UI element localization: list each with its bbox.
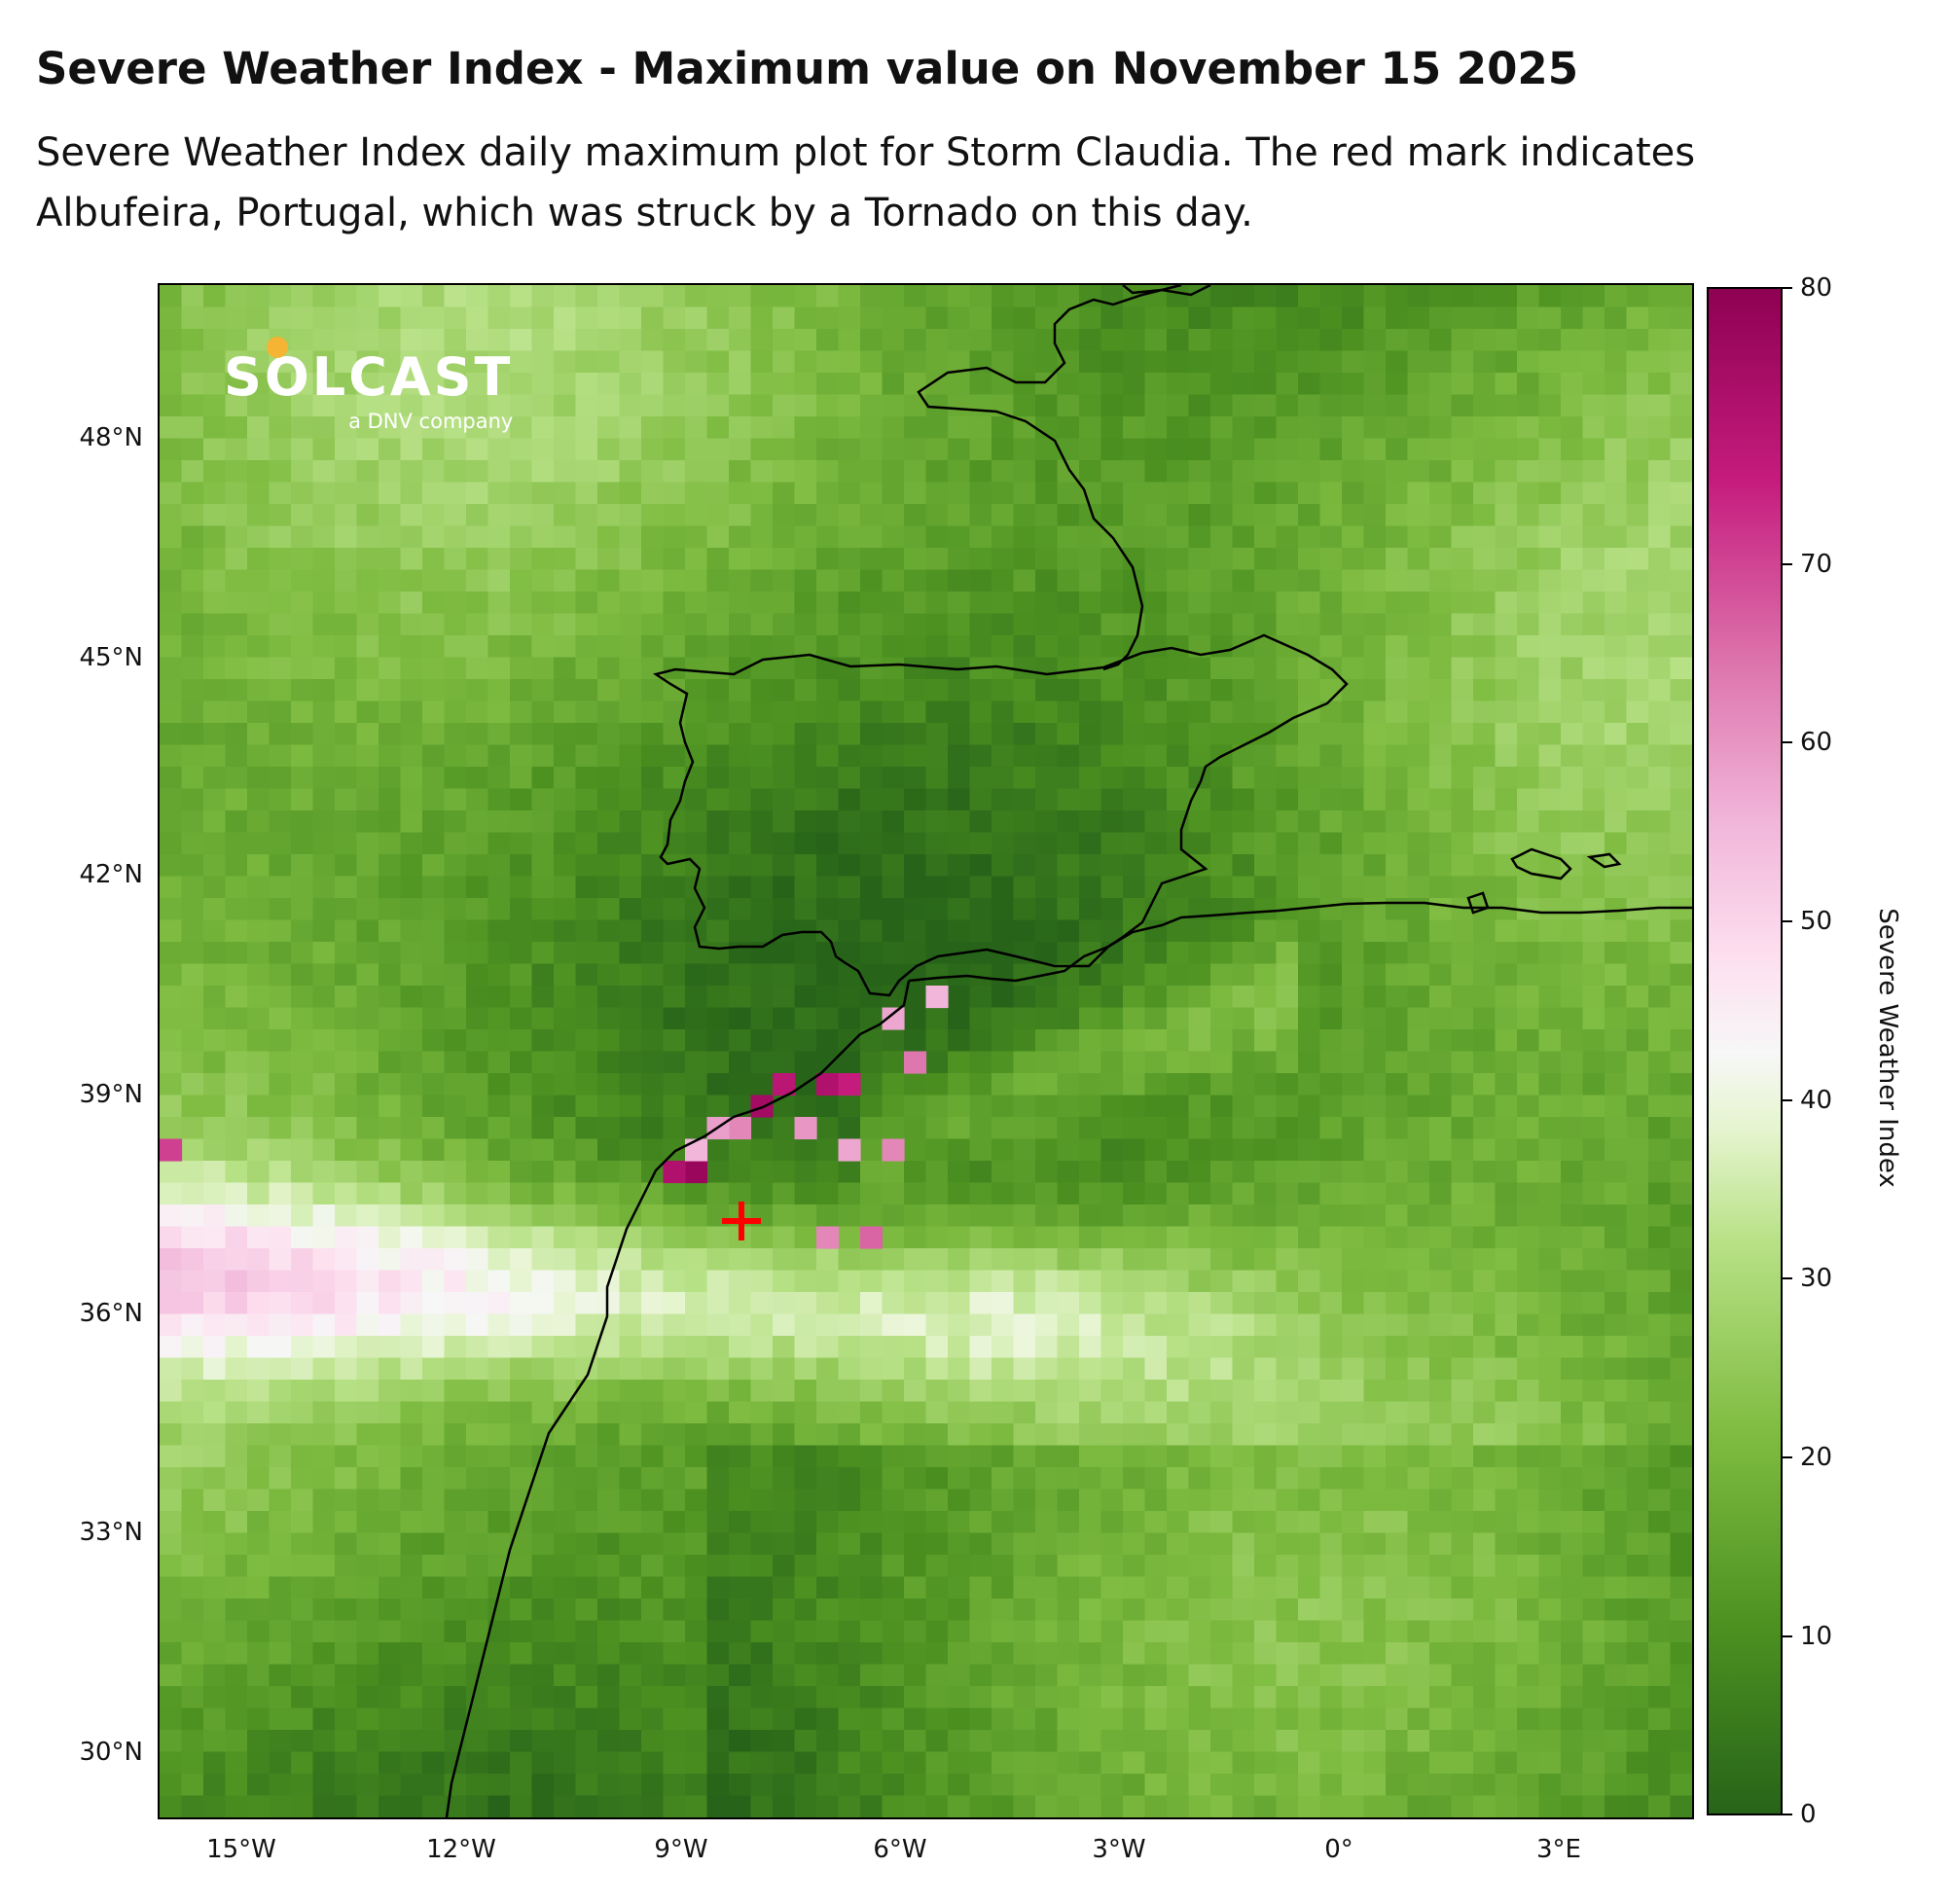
colorbar-tick bbox=[1783, 1635, 1792, 1637]
albufeira-marker bbox=[722, 1202, 761, 1240]
map-panel bbox=[158, 283, 1694, 1819]
algeria-coastline bbox=[908, 901, 1692, 983]
colorbar-tick-label: 70 bbox=[1800, 550, 1833, 579]
lat-tick-label: 33°N bbox=[79, 1518, 143, 1547]
lat-tick-label: 42°N bbox=[79, 860, 143, 889]
colorbar-tick-label: 30 bbox=[1800, 1264, 1833, 1293]
uk-coast-fragment bbox=[1122, 285, 1211, 297]
lon-tick-label: 15°W bbox=[206, 1835, 276, 1864]
colorbar-tick-label: 80 bbox=[1800, 273, 1833, 303]
colorbar bbox=[1707, 287, 1783, 1815]
colorbar-tick bbox=[1783, 563, 1792, 565]
colorbar-tick bbox=[1783, 741, 1792, 743]
colorbar-tick bbox=[1783, 287, 1792, 289]
morocco-coastline bbox=[445, 980, 911, 1817]
colorbar-tick-label: 0 bbox=[1800, 1800, 1817, 1829]
lat-tick-label: 39°N bbox=[79, 1080, 143, 1109]
lat-tick-label: 45°N bbox=[79, 643, 143, 672]
colorbar-tick bbox=[1783, 1814, 1792, 1815]
solcast-logo: SOLCAST a DNV company bbox=[224, 337, 514, 433]
map-svg bbox=[160, 285, 1692, 1817]
colorbar-tick bbox=[1783, 1277, 1792, 1279]
colorbar-tick bbox=[1783, 1456, 1792, 1458]
balearic-menorca bbox=[1586, 852, 1622, 869]
lon-tick-label: 3°W bbox=[1092, 1835, 1146, 1864]
france-coastline bbox=[917, 285, 1182, 671]
colorbar-tick bbox=[1783, 920, 1792, 922]
balearic-ibiza bbox=[1466, 891, 1490, 915]
chart-subtitle: Severe Weather Index daily maximum plot … bbox=[36, 130, 1696, 235]
chart-title: Severe Weather Index - Maximum value on … bbox=[36, 43, 1579, 94]
iberia-coastline bbox=[652, 633, 1349, 997]
lat-tick-label: 36°N bbox=[79, 1299, 143, 1328]
colorbar-tick-label: 20 bbox=[1800, 1443, 1833, 1472]
colorbar-tick-label: 10 bbox=[1800, 1622, 1833, 1651]
lon-tick-label: 0° bbox=[1324, 1835, 1353, 1864]
logo-tagline: a DNV company bbox=[348, 410, 514, 433]
lon-tick-label: 12°W bbox=[426, 1835, 496, 1864]
logo-wordmark: SOLCAST bbox=[224, 346, 514, 408]
lat-tick-label: 30°N bbox=[79, 1738, 143, 1767]
lon-tick-label: 3°E bbox=[1536, 1835, 1581, 1864]
colorbar-tick-label: 50 bbox=[1800, 907, 1833, 936]
heatmap-grid bbox=[160, 285, 1692, 1817]
coastlines bbox=[445, 285, 1692, 1817]
balearic-mallorca bbox=[1510, 847, 1572, 880]
colorbar-tick-label: 60 bbox=[1800, 728, 1833, 757]
lon-tick-label: 6°W bbox=[873, 1835, 927, 1864]
lon-tick-label: 9°W bbox=[654, 1835, 708, 1864]
colorbar-tick-label: 40 bbox=[1800, 1086, 1833, 1115]
colorbar-tick bbox=[1783, 1099, 1792, 1101]
lat-tick-label: 48°N bbox=[79, 423, 143, 452]
colorbar-title: Severe Weather Index bbox=[1873, 908, 1902, 1188]
logo-sun-icon bbox=[267, 337, 288, 358]
